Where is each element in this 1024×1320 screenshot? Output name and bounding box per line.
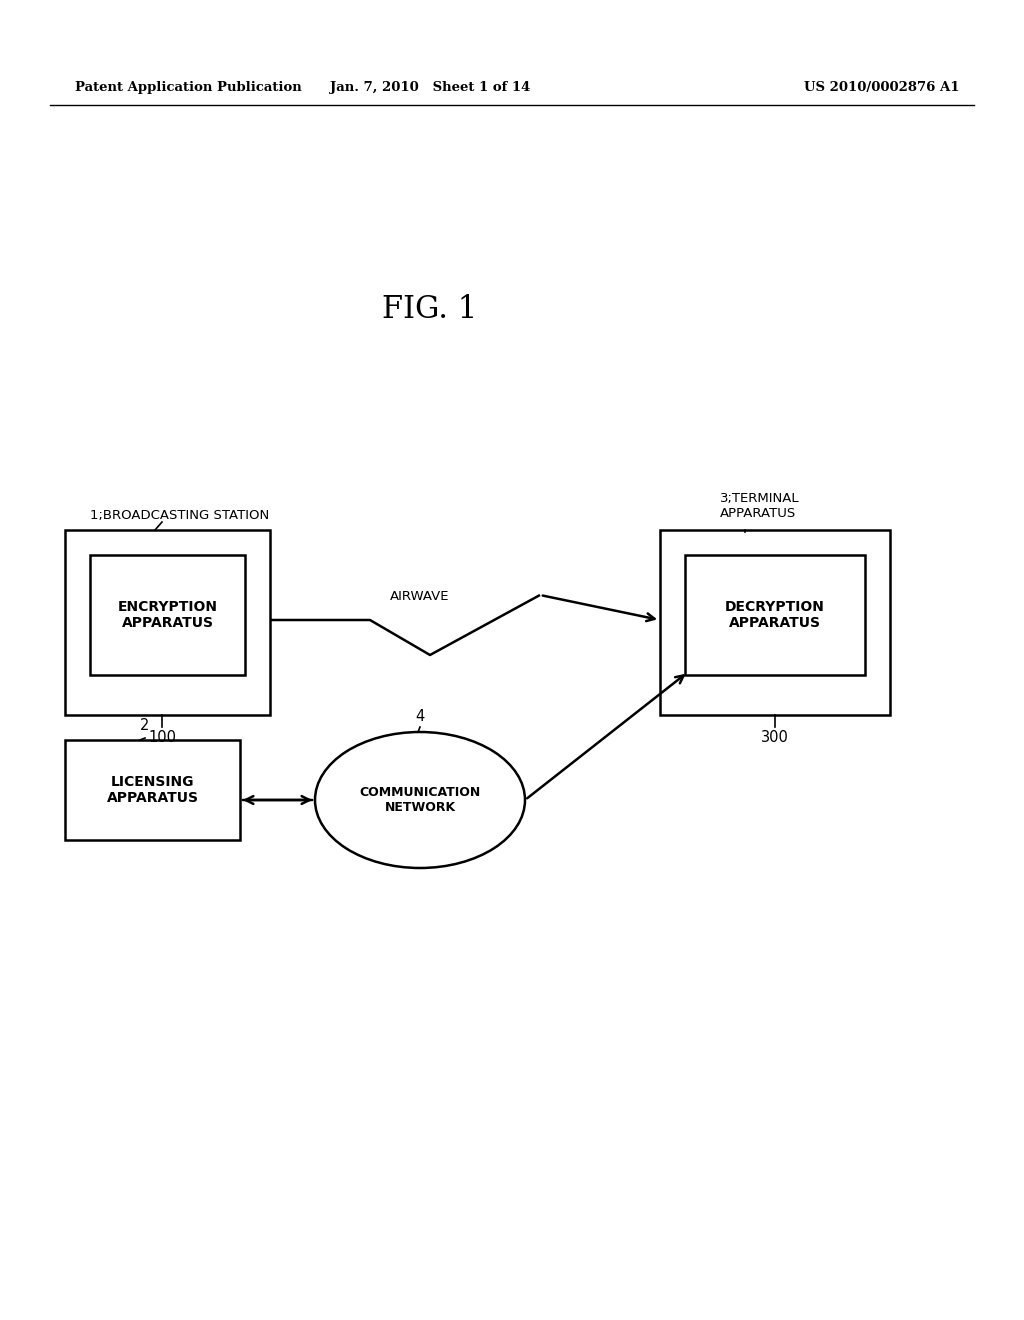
Text: 300: 300 bbox=[761, 730, 788, 744]
Text: 1;BROADCASTING STATION: 1;BROADCASTING STATION bbox=[90, 510, 269, 521]
Text: US 2010/0002876 A1: US 2010/0002876 A1 bbox=[805, 82, 961, 95]
Text: AIRWAVE: AIRWAVE bbox=[390, 590, 450, 602]
Bar bbox=[65, 741, 240, 840]
Text: COMMUNICATION
NETWORK: COMMUNICATION NETWORK bbox=[359, 785, 480, 814]
Bar bbox=[65, 531, 270, 715]
Text: DECRYPTION
APPARATUS: DECRYPTION APPARATUS bbox=[725, 599, 825, 630]
Text: 2: 2 bbox=[140, 718, 150, 733]
Text: LICENSING
APPARATUS: LICENSING APPARATUS bbox=[106, 775, 199, 805]
Ellipse shape bbox=[315, 733, 525, 869]
Bar bbox=[90, 554, 245, 675]
Bar bbox=[685, 554, 865, 675]
Text: 4: 4 bbox=[416, 709, 425, 723]
Text: 100: 100 bbox=[148, 730, 176, 744]
Text: Jan. 7, 2010   Sheet 1 of 14: Jan. 7, 2010 Sheet 1 of 14 bbox=[330, 82, 530, 95]
Text: 3;TERMINAL
APPARATUS: 3;TERMINAL APPARATUS bbox=[720, 492, 800, 520]
Text: Patent Application Publication: Patent Application Publication bbox=[75, 82, 302, 95]
Text: ENCRYPTION
APPARATUS: ENCRYPTION APPARATUS bbox=[118, 599, 217, 630]
Bar bbox=[660, 531, 890, 715]
Text: FIG. 1: FIG. 1 bbox=[382, 294, 477, 326]
